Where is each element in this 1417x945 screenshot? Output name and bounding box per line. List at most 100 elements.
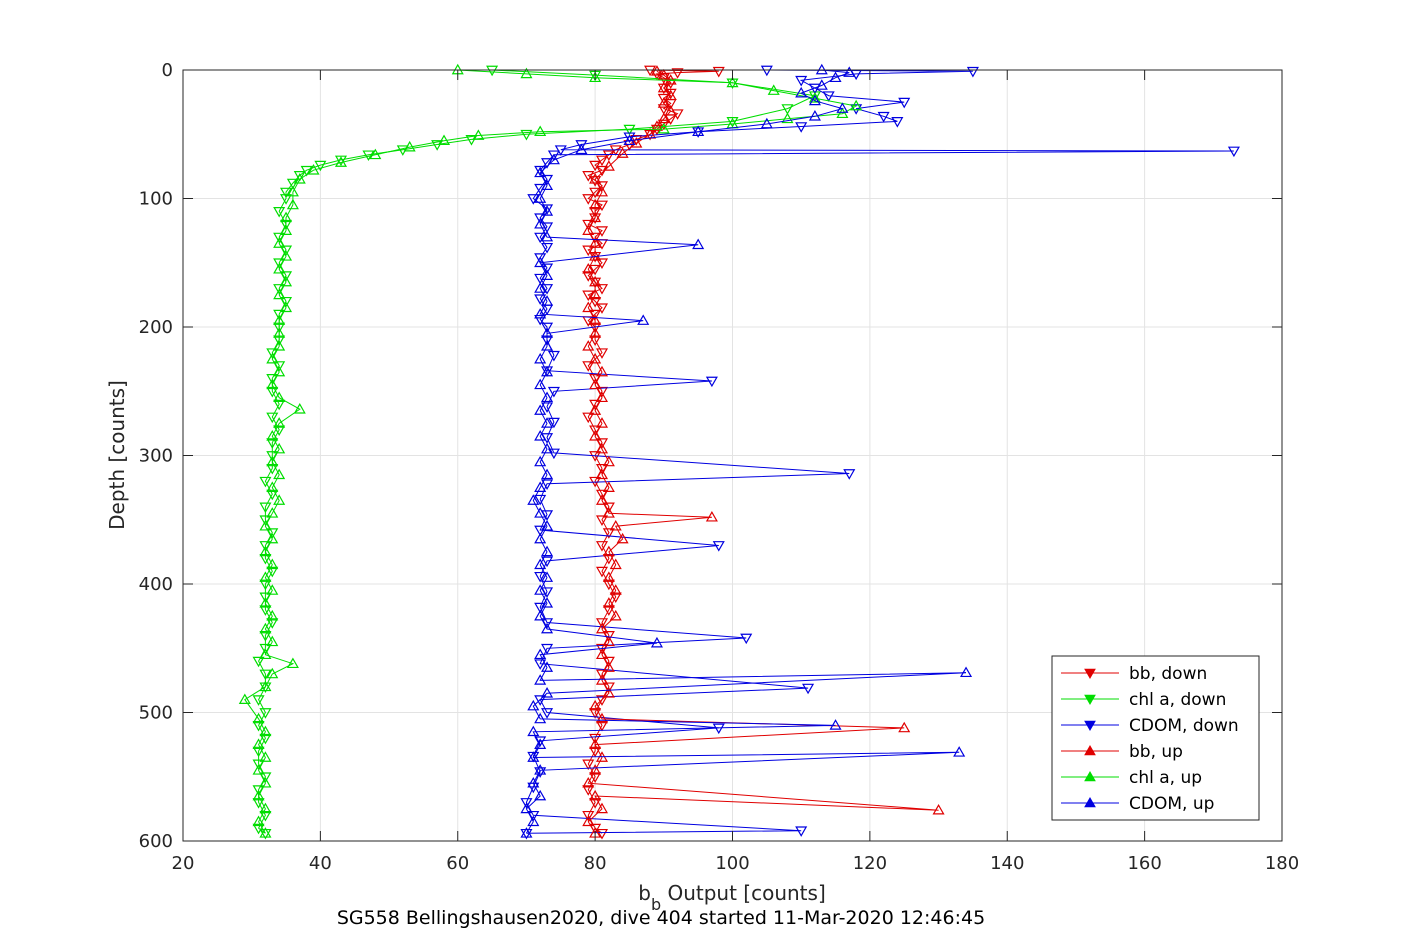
data-point-chl-a-up [726,76,739,88]
data-point-cdom-up [808,110,821,121]
data-point-chl-a-up [273,365,286,377]
data-point-cdom-up [534,378,547,390]
data-point-bb-down [589,746,602,758]
data-point-cdom-down [541,708,554,719]
data-point-cdom-down [534,695,547,706]
x-axis-label-main: b [638,881,651,905]
data-point-bb-up [589,327,602,338]
data-point-bb-down [589,264,602,276]
data-point-chl-a-up [259,802,272,814]
data-point-chl-a-down [334,155,348,167]
data-point-cdom-up [547,153,560,165]
data-point-bb-up [589,275,602,287]
data-point-cdom-up [534,609,547,621]
data-point-bb-up [589,430,602,441]
data-point-chl-a-up [259,776,272,788]
data-point-chl-a-up [273,314,286,325]
data-point-cdom-down [541,284,554,295]
legend-label-chl-a-down: chl a, down [1129,690,1226,710]
y-tick-label: 500 [139,703,173,724]
data-point-chl-a-up [252,738,265,749]
data-point-chl-a-up [259,751,272,762]
data-point-bb-down [589,399,602,411]
data-point-bb-up [589,404,602,415]
x-tick-label: 20 [172,853,195,874]
data-point-chl-a-down [259,476,272,488]
data-point-chl-a-up [808,92,821,103]
data-point-cdom-up [541,205,554,216]
data-point-bb-up [932,803,945,815]
data-point-cdom-down [534,494,547,506]
data-point-cdom-up [527,776,540,788]
data-point-bb-up [589,699,602,711]
data-point-cdom-up [520,827,533,838]
data-point-cdom-up [534,192,547,203]
data-point-chl-a-down [259,810,272,822]
data-point-cdom-up [637,314,650,325]
data-point-chl-a-down [252,823,265,835]
data-point-cdom-up [541,468,554,480]
data-point-bb-up [609,519,622,531]
data-point-chl-a-up [266,455,279,467]
data-point-bb-up [595,802,609,814]
data-point-bb-up [657,112,670,124]
data-point-cdom-up [534,738,547,749]
data-point-chl-a-up [266,635,279,647]
data-point-bb-up [595,442,609,454]
data-point-cdom-up [541,571,554,582]
data-point-chl-a-up [589,71,602,83]
data-point-chl-a-down [273,425,286,437]
data-point-bb-up [898,721,911,733]
data-point-cdom-down [547,417,560,429]
data-point-chl-a-up [273,340,286,351]
data-point-chl-a-up [286,185,299,197]
data-point-chl-a-up [520,67,533,79]
data-point-chl-a-up [273,417,286,428]
data-point-cdom-up [520,802,533,814]
data-point-chl-a-up [266,481,279,492]
data-point-cdom-up [541,340,554,351]
data-point-cdom-down [891,117,904,128]
data-point-chl-a-up [403,140,416,152]
data-point-cdom-up [534,455,547,467]
data-point-chl-a-down [259,541,272,552]
data-point-cdom-down [541,204,554,215]
data-point-bb-up [602,455,615,467]
data-point-chl-a-down [266,348,279,359]
legend-label-cdom-up: CDOM, up [1129,794,1214,814]
data-point-cdom-up [534,166,547,178]
data-point-chl-a-up [259,725,272,737]
data-point-bb-up [582,224,595,235]
data-point-cdom-up [575,143,588,155]
data-point-bb-down [595,181,609,192]
data-point-chl-a-up [850,99,863,111]
x-tick-label: 180 [1265,853,1299,874]
data-point-cdom-up [527,815,540,827]
data-point-chl-a-down [273,309,286,321]
data-point-cdom-up [541,269,554,280]
data-point-bb-up [595,417,609,428]
data-point-cdom-up [843,66,856,77]
data-point-cdom-down [547,150,560,162]
data-point-bb-up [664,89,677,101]
data-point-cdom-up [960,666,973,678]
data-point-chl-a-down [273,207,286,218]
data-point-chl-a-down [266,386,279,398]
data-point-chl-a-up [259,571,272,582]
data-point-cdom-down [534,232,547,244]
data-point-chl-a-down [252,695,265,706]
y-axis-label: Depth [counts] [105,380,129,530]
data-point-chl-a-down [259,579,272,591]
data-point-bb-up [664,74,677,85]
data-point-chl-a-up [286,657,299,669]
data-point-chl-a-up [273,468,286,480]
x-tick-label: 40 [309,853,332,874]
data-point-chl-a-down [266,451,279,462]
data-point-cdom-up [541,597,554,608]
data-point-bb-up [589,789,602,801]
data-point-cdom-down [527,810,540,822]
data-point-cdom-down [534,602,547,614]
data-point-bb-up [582,340,595,351]
data-point-cdom-up [829,719,842,730]
data-point-cdom-up [534,307,547,319]
